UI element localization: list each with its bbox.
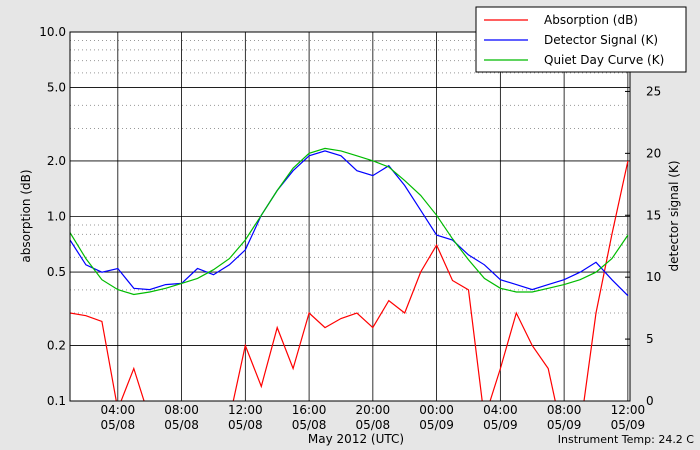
series-line	[70, 150, 629, 297]
x-tick-label: 04:00	[483, 403, 518, 417]
legend-label: Absorption (dB)	[544, 13, 638, 27]
x-tick-label: 08:00	[547, 403, 582, 417]
y2-tick-label: 10	[646, 270, 661, 284]
x-tick-label: 05/09	[483, 418, 518, 432]
legend-label: Quiet Day Curve (K)	[544, 53, 664, 67]
x-tick-label: 05/08	[356, 418, 391, 432]
y-tick-label: 10.0	[39, 25, 66, 39]
x-axis-label: May 2012 (UTC)	[308, 432, 404, 446]
plot-lines	[70, 147, 629, 401]
y2-tick-label: 25	[646, 84, 661, 98]
x-tick-label: 12:00	[611, 403, 646, 417]
y2-tick-label: 5	[646, 332, 654, 346]
x-tick-label: 05/08	[228, 418, 263, 432]
footnote: Instrument Temp: 24.2 C	[558, 433, 695, 446]
y2-axis-label: detector signal (K)	[667, 160, 681, 271]
y-tick-label: 2.0	[47, 154, 66, 168]
x-tick-label: 08:00	[164, 403, 199, 417]
y-tick-label: 1.0	[47, 210, 66, 224]
x-tick-label: 05/09	[611, 418, 646, 432]
x-tick-label: 05/08	[101, 418, 136, 432]
y-tick-label: 0.1	[47, 394, 66, 408]
legend-label: Detector Signal (K)	[544, 33, 658, 47]
y-tick-label: 0.5	[47, 265, 66, 279]
x-tick-label: 05/08	[164, 418, 199, 432]
series-line	[70, 160, 629, 401]
x-tick-label: 20:00	[356, 403, 391, 417]
y2-tick-label: 15	[646, 208, 661, 222]
y-axis-label: absorption (dB)	[19, 169, 33, 262]
y2-tick-label: 0	[646, 394, 654, 408]
x-tick-label: 00:00	[419, 403, 454, 417]
x-tick-label: 05/09	[419, 418, 454, 432]
y2-tick-label: 20	[646, 146, 661, 160]
x-tick-label: 12:00	[228, 403, 263, 417]
x-tick-label: 16:00	[292, 403, 327, 417]
x-tick-label: 05/08	[292, 418, 327, 432]
series-line	[70, 147, 629, 296]
y-tick-label: 5.0	[47, 81, 66, 95]
x-tick-label: 04:00	[101, 403, 136, 417]
x-tick-label: 05/09	[547, 418, 582, 432]
plot-frame	[69, 31, 631, 402]
y-tick-label: 0.2	[47, 338, 66, 352]
